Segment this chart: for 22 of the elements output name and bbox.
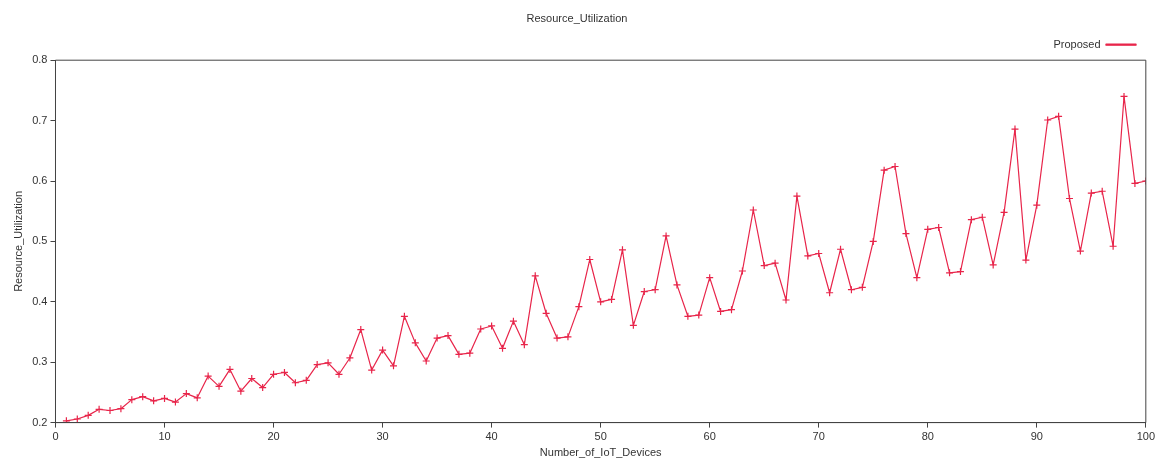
y-tick-label: 0.5 — [32, 234, 48, 247]
y-tick-label: 0.4 — [32, 294, 48, 307]
x-tick-label: 90 — [1030, 430, 1043, 443]
x-tick-label: 20 — [267, 430, 280, 443]
y-tick-label: 0.2 — [32, 415, 48, 428]
y-tick-label: 0.3 — [32, 355, 48, 368]
x-axis-title: Number_of_IoT_Devices — [539, 446, 662, 459]
x-tick-label: 40 — [485, 430, 498, 443]
y-tick-label: 0.7 — [32, 113, 48, 126]
x-tick-label: 30 — [376, 430, 389, 443]
x-tick-label: 60 — [703, 430, 716, 443]
x-tick-label: 70 — [812, 430, 825, 443]
x-tick-label: 100 — [1136, 430, 1155, 443]
chart-title: Resource_Utilization — [526, 11, 628, 24]
y-tick-label: 0.8 — [32, 53, 48, 66]
y-tick-label: 0.6 — [32, 174, 48, 187]
x-tick-label: 50 — [594, 430, 607, 443]
x-tick-label: 0 — [52, 430, 59, 443]
legend-label: Proposed — [1053, 37, 1101, 50]
x-tick-label: 10 — [158, 430, 171, 443]
y-axis-title: Resource_Utilization — [11, 190, 24, 292]
x-tick-label: 80 — [921, 430, 934, 443]
